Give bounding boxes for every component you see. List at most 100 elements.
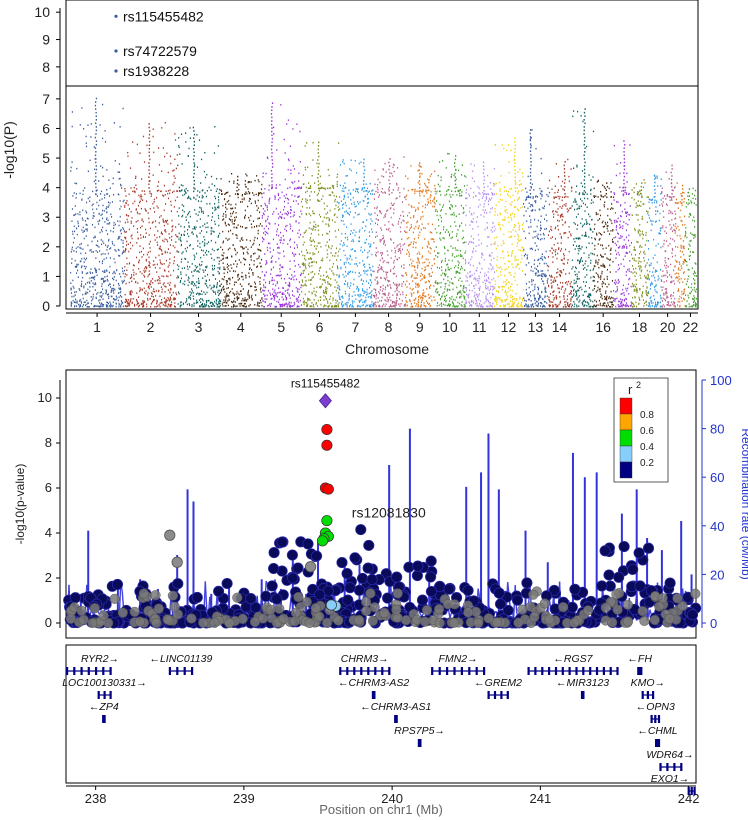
snp-point [511, 283, 513, 285]
snp-point [357, 294, 359, 297]
snp-point [475, 297, 477, 299]
snp-point [236, 182, 239, 185]
snp-point [236, 265, 238, 268]
snp-point [218, 300, 220, 302]
snp-point [477, 296, 479, 298]
snp-point [364, 291, 366, 293]
snp-point [216, 285, 218, 288]
snp-point [118, 224, 120, 227]
snp-point [100, 302, 102, 305]
snp-point [193, 305, 195, 307]
snp-point [165, 220, 167, 223]
snp-point [205, 266, 207, 268]
snp-point [300, 186, 302, 189]
snp-point [241, 285, 243, 287]
snp-point [389, 230, 391, 233]
snp-point [439, 161, 441, 163]
snp-point [135, 175, 137, 178]
snp-point [454, 158, 457, 161]
snp-point [228, 224, 230, 226]
snp-point [374, 279, 376, 281]
snp-point [129, 303, 131, 306]
snp-point [168, 298, 170, 300]
snp-point [185, 192, 187, 194]
snp-point [154, 239, 156, 241]
snp-point [540, 296, 542, 299]
snp-point [224, 193, 226, 196]
snp-point [315, 302, 317, 304]
snp-point [237, 179, 239, 181]
snp-point [211, 248, 213, 251]
snp-point [81, 198, 83, 200]
snp-point [124, 231, 126, 234]
snp-point [113, 270, 115, 273]
snp-point [279, 303, 281, 306]
snp-point [152, 278, 154, 280]
snp-point [324, 290, 326, 293]
snp-point [413, 292, 415, 294]
snp-point [444, 283, 446, 285]
snp-point [504, 305, 506, 307]
snp-point [327, 302, 329, 304]
snp-point [242, 239, 244, 241]
snp-point [497, 275, 499, 278]
snp-point [369, 292, 371, 295]
snp-point [248, 200, 250, 202]
snp-point [167, 289, 169, 291]
snp-point [327, 211, 329, 214]
snp-point [152, 135, 154, 138]
snp-point [202, 277, 204, 279]
snp-point [132, 264, 134, 266]
snp-point [276, 243, 278, 245]
snp-point [302, 272, 304, 275]
snp-point [424, 305, 426, 307]
snp-point [292, 276, 294, 279]
snp-point [447, 189, 449, 191]
snp-point [257, 217, 259, 220]
snp-point [166, 219, 168, 222]
snp-point [354, 190, 357, 193]
snp-point [503, 304, 505, 306]
snp-point [356, 190, 359, 192]
snp-point [478, 261, 480, 264]
snp-point [192, 275, 194, 277]
snp-point [222, 301, 224, 304]
snp-point [219, 188, 221, 191]
snp-point [313, 225, 315, 228]
snp-point [397, 223, 399, 225]
snp-point [443, 291, 445, 293]
snp-point [260, 188, 263, 190]
snp-point [529, 291, 531, 293]
snp-point [491, 226, 493, 229]
snp-point [271, 134, 273, 136]
snp-point [522, 222, 524, 224]
snp-point [500, 274, 502, 276]
snp-point [247, 291, 249, 294]
snp-point [250, 255, 252, 257]
snp-point [182, 251, 184, 253]
snp-point [204, 303, 206, 305]
snp-point [456, 286, 458, 289]
snp-point [92, 296, 94, 298]
snp-point [214, 278, 216, 280]
snp-point [103, 304, 105, 306]
snp-point [300, 210, 302, 212]
snp-point [442, 272, 444, 275]
snp-point [325, 244, 327, 247]
snp-point [247, 205, 249, 208]
snp-point [298, 301, 300, 303]
snp-point [144, 236, 146, 238]
snp-point [323, 202, 325, 205]
snp-point [448, 284, 450, 287]
snp-point [320, 246, 322, 248]
snp-point [106, 217, 108, 219]
snp-point [159, 259, 161, 261]
snp-point [428, 281, 430, 283]
snp-point [85, 252, 87, 254]
snp-point [271, 145, 273, 147]
snp-point [379, 211, 381, 213]
snp-point [315, 223, 317, 226]
snp-point [351, 271, 353, 273]
snp-point [226, 192, 228, 194]
snp-point [355, 257, 357, 259]
